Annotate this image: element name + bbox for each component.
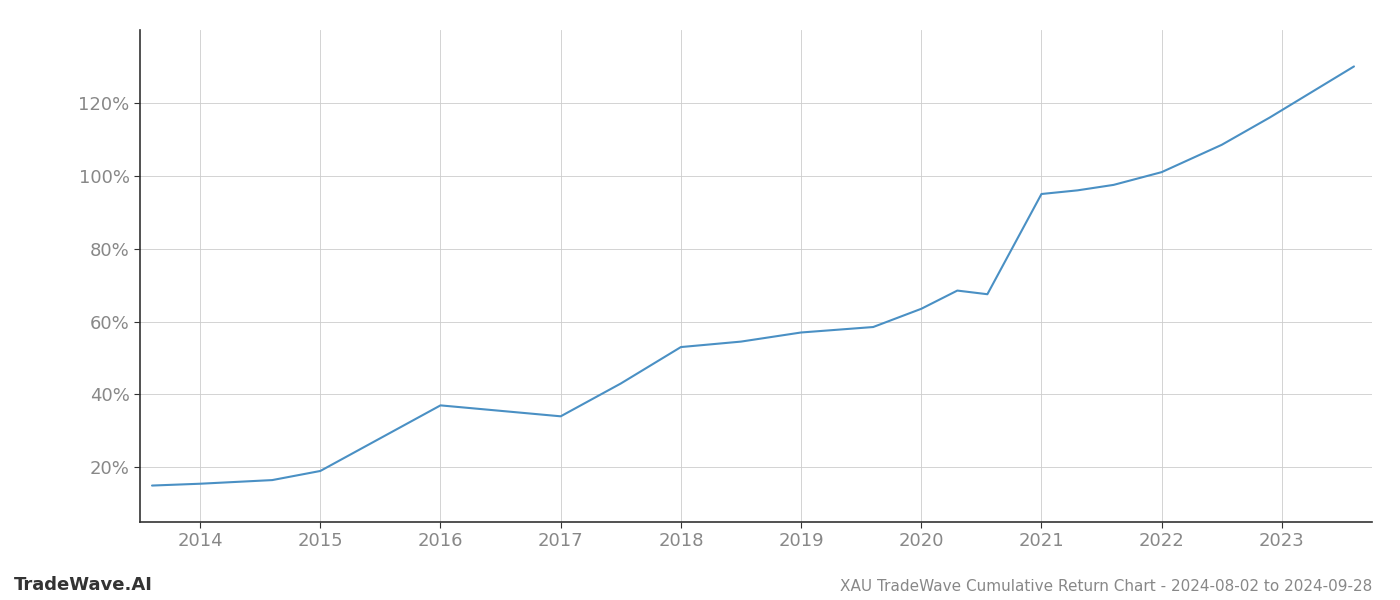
Text: TradeWave.AI: TradeWave.AI xyxy=(14,576,153,594)
Text: XAU TradeWave Cumulative Return Chart - 2024-08-02 to 2024-09-28: XAU TradeWave Cumulative Return Chart - … xyxy=(840,579,1372,594)
